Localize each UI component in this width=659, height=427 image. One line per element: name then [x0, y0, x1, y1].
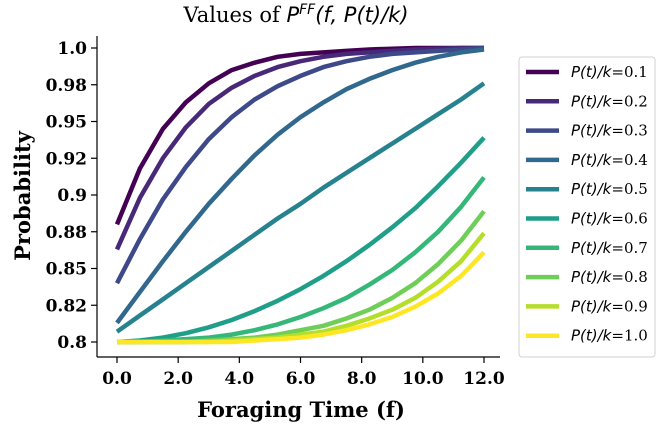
y-tick-label: 0.85 — [46, 260, 87, 280]
legend-item: P(t)/k=0.6 — [526, 210, 648, 228]
legend-item: P(t)/k=0.3 — [526, 122, 648, 140]
legend-label-main: P(t)/k — [571, 151, 613, 169]
legend-label-value: =0.6 — [611, 210, 647, 228]
y-tick-label: 0.88 — [46, 223, 87, 243]
y-tick-label: 0.8 — [57, 333, 87, 353]
x-axis-ticks: 0.0 2.0 4.0 6.0 8.0 10.0 12.0 — [102, 357, 505, 389]
y-axis-ticks: 0.8 0.82 0.85 0.88 0.9 0.92 0.95 0.98 1.0 — [46, 39, 97, 353]
legend-label: P(t)/k=0.9 — [571, 297, 648, 315]
legend-item: P(t)/k=0.8 — [526, 268, 648, 286]
legend-item: P(t)/k=0.4 — [526, 151, 648, 169]
x-tick-label: 4.0 — [225, 369, 255, 389]
legend: P(t)/k=0.1P(t)/k=0.2P(t)/k=0.3P(t)/k=0.4… — [518, 56, 656, 358]
series-line-4 — [115, 47, 485, 325]
legend-label: P(t)/k=0.3 — [571, 122, 648, 140]
legend-item: P(t)/k=0.1 — [526, 63, 648, 81]
legend-label: P(t)/k=1.0 — [571, 327, 648, 345]
x-tick-label: 6.0 — [286, 369, 316, 389]
y-tick-label: 1.0 — [57, 39, 87, 59]
plot-area — [114, 45, 486, 345]
legend-label-value: =0.3 — [611, 122, 647, 140]
x-tick-label: 0.0 — [102, 369, 132, 389]
legend-label-main: P(t)/k — [571, 327, 613, 345]
legend-label-value: =0.7 — [611, 239, 647, 257]
legend-label: P(t)/k=0.8 — [571, 268, 648, 286]
series-line-7 — [117, 176, 486, 345]
y-tick-label: 0.9 — [57, 186, 87, 206]
series-line-5 — [115, 81, 486, 334]
legend-item: P(t)/k=0.5 — [526, 180, 648, 198]
legend-label: P(t)/k=0.1 — [571, 63, 648, 81]
legend-label-main: P(t)/k — [571, 122, 613, 140]
series-line-3 — [115, 45, 485, 285]
legend-label-main: P(t)/k — [571, 180, 613, 198]
legend-label: P(t)/k=0.5 — [571, 180, 648, 198]
series-line-10 — [117, 250, 486, 345]
legend-label-main: P(t)/k — [571, 210, 613, 228]
legend-label-value: =1.0 — [611, 327, 647, 345]
x-tick-label: 12.0 — [463, 369, 505, 389]
x-tick-label: 8.0 — [347, 369, 377, 389]
series-line-8 — [117, 209, 486, 345]
legend-item: P(t)/k=0.7 — [526, 239, 648, 257]
legend-label-value: =0.1 — [611, 63, 647, 81]
series-line-2 — [114, 45, 484, 251]
legend-label-value: =0.4 — [611, 151, 647, 169]
legend-label-value: =0.5 — [611, 180, 647, 198]
y-tick-label: 0.82 — [46, 296, 87, 316]
legend-label: P(t)/k=0.7 — [571, 239, 648, 257]
legend-item: P(t)/k=0.9 — [526, 297, 648, 315]
series-line-6 — [116, 136, 486, 345]
legend-label-main: P(t)/k — [571, 268, 613, 286]
legend-label: P(t)/k=0.2 — [571, 92, 648, 110]
legend-label-value: =0.9 — [611, 297, 647, 315]
legend-label: P(t)/k=0.4 — [571, 151, 648, 169]
legend-label-value: =0.8 — [611, 268, 647, 286]
y-tick-label: 0.95 — [46, 113, 87, 133]
x-tick-label: 10.0 — [402, 369, 444, 389]
legend-item: P(t)/k=1.0 — [526, 327, 648, 345]
legend-label-main: P(t)/k — [571, 239, 613, 257]
x-axis-title: Foraging Time (f) — [197, 397, 405, 422]
legend-label-main: P(t)/k — [571, 297, 613, 315]
legend-item: P(t)/k=0.2 — [526, 92, 648, 110]
legend-label-main: P(t)/k — [571, 63, 613, 81]
legend-label: P(t)/k=0.6 — [571, 210, 648, 228]
chart-title: Values of PFF(f, P(t)/k) — [182, 2, 408, 27]
y-tick-label: 0.98 — [46, 76, 87, 96]
legend-label-value: =0.2 — [611, 92, 647, 110]
y-axis-title: Probability — [10, 130, 35, 260]
legend-label-main: P(t)/k — [571, 92, 613, 110]
y-tick-label: 0.92 — [46, 149, 87, 169]
x-tick-label: 2.0 — [163, 369, 193, 389]
